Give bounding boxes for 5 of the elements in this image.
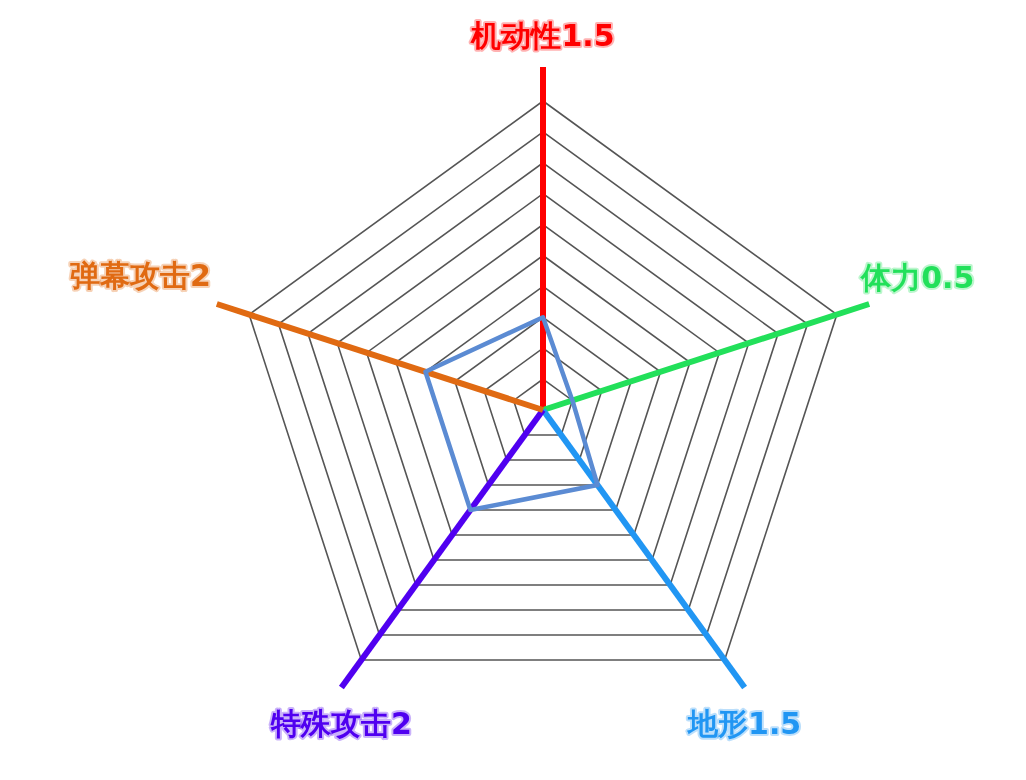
category-label: 地形1.5 <box>688 705 802 741</box>
category-label: 弹幕攻击2 <box>69 258 211 293</box>
category-label: 机动性1.5 <box>471 18 615 53</box>
category-label: 特殊攻击2 <box>270 705 412 741</box>
category-label: 体力0.5 <box>861 260 975 295</box>
